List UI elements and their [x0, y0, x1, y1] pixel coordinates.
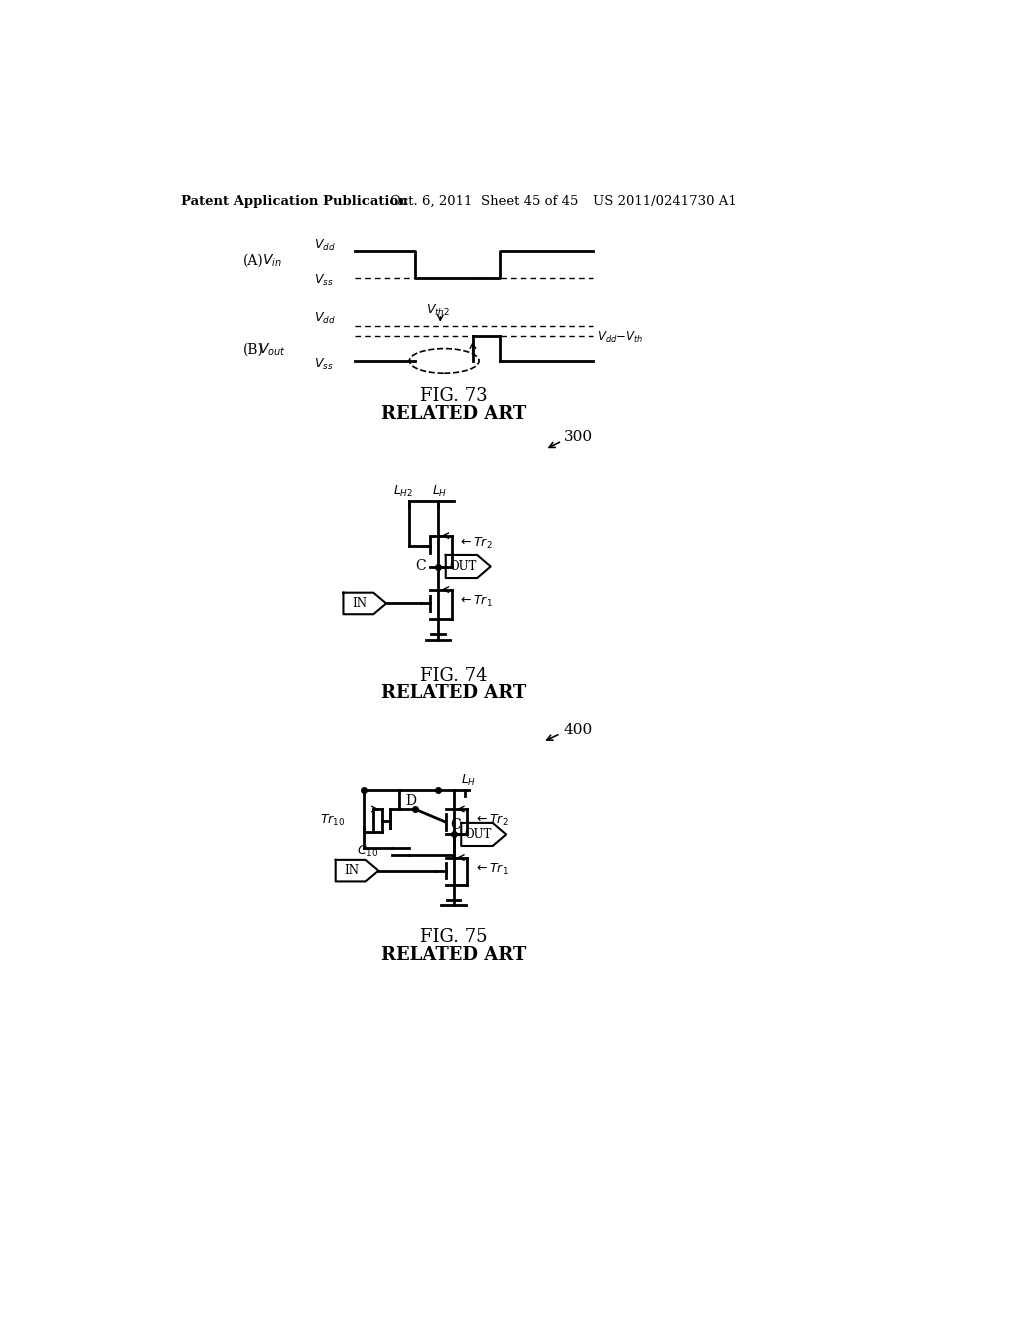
Text: Sheet 45 of 45: Sheet 45 of 45: [480, 194, 578, 207]
Text: $\leftarrow Tr_1$: $\leftarrow Tr_1$: [474, 862, 509, 876]
Text: OUT: OUT: [450, 560, 476, 573]
Text: $\leftarrow Tr_1$: $\leftarrow Tr_1$: [458, 594, 493, 610]
Text: $Tr_{10}$: $Tr_{10}$: [321, 813, 345, 828]
Text: Oct. 6, 2011: Oct. 6, 2011: [390, 194, 472, 207]
Text: FIG. 74: FIG. 74: [420, 667, 487, 685]
Text: $V_{dd}$: $V_{dd}$: [314, 238, 336, 253]
Text: $C_{10}$: $C_{10}$: [356, 843, 378, 859]
Text: $V_{dd}$$-V_{th}$: $V_{dd}$$-V_{th}$: [597, 330, 643, 345]
Text: 300: 300: [564, 430, 594, 444]
Text: US 2011/0241730 A1: US 2011/0241730 A1: [593, 194, 736, 207]
Text: IN: IN: [352, 597, 368, 610]
Text: IN: IN: [344, 865, 359, 878]
Text: $V_{out}$: $V_{out}$: [258, 341, 286, 358]
Text: (B): (B): [243, 342, 263, 356]
Text: $L_H$: $L_H$: [461, 774, 476, 788]
Text: OUT: OUT: [465, 828, 492, 841]
Text: FIG. 73: FIG. 73: [420, 387, 487, 405]
Text: $L_{H2}$: $L_{H2}$: [393, 484, 414, 499]
Text: C: C: [416, 560, 426, 573]
Text: (A): (A): [243, 253, 263, 268]
Text: 400: 400: [563, 723, 593, 737]
Text: RELATED ART: RELATED ART: [381, 946, 526, 964]
Text: $V_{ss}$: $V_{ss}$: [314, 358, 334, 372]
Text: $\leftarrow Tr_2$: $\leftarrow Tr_2$: [474, 813, 508, 828]
Text: $\leftarrow Tr_2$: $\leftarrow Tr_2$: [458, 536, 493, 550]
Text: RELATED ART: RELATED ART: [381, 684, 526, 702]
Text: FIG. 75: FIG. 75: [420, 928, 487, 946]
Text: $V_{th2}$: $V_{th2}$: [426, 302, 451, 318]
Text: $V_{ss}$: $V_{ss}$: [314, 272, 334, 288]
Text: Patent Application Publication: Patent Application Publication: [180, 194, 408, 207]
Text: D: D: [406, 795, 417, 808]
Text: $L_H$: $L_H$: [432, 484, 447, 499]
Text: $V_{in}$: $V_{in}$: [262, 252, 282, 269]
Text: RELATED ART: RELATED ART: [381, 405, 526, 422]
Text: C: C: [451, 818, 461, 832]
Text: $V_{dd}$: $V_{dd}$: [314, 312, 336, 326]
